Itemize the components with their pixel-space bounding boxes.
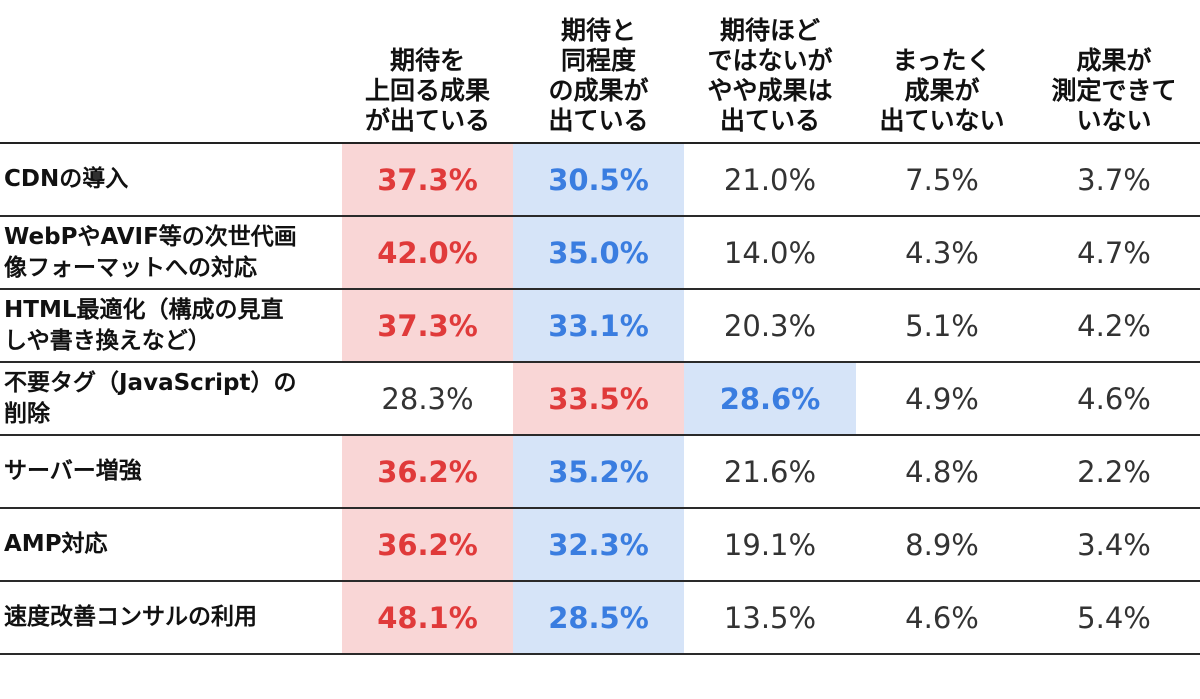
data-cell: 19.1% <box>684 508 856 582</box>
data-cell: 33.1% <box>513 289 684 363</box>
data-cell: 4.6% <box>856 581 1028 655</box>
data-cell: 35.2% <box>513 435 684 509</box>
data-cell: 21.6% <box>684 435 856 509</box>
data-cell: 4.9% <box>856 362 1028 436</box>
data-cell: 2.2% <box>1028 435 1200 509</box>
row-label: HTML最適化（構成の見直 しや書き換えなど） <box>0 289 342 363</box>
data-cell: 35.0% <box>513 216 684 290</box>
data-cell: 28.5% <box>513 581 684 655</box>
data-cell: 7.5% <box>856 143 1028 217</box>
header-row: 期待を 上回る成果 が出ている 期待と 同程度 の成果が 出ている 期待ほど で… <box>0 0 1200 144</box>
data-cell: 33.5% <box>513 362 684 436</box>
row-label: 不要タグ（JavaScript）の 削除 <box>0 362 342 436</box>
data-cell: 48.1% <box>342 581 513 655</box>
data-cell: 14.0% <box>684 216 856 290</box>
data-cell: 8.9% <box>856 508 1028 582</box>
table-body: CDNの導入 37.3% 30.5% 21.0% 7.5% 3.7% WebPや… <box>0 143 1200 655</box>
table-header: 期待を 上回る成果 が出ている 期待と 同程度 の成果が 出ている 期待ほど で… <box>0 0 1200 144</box>
data-cell: 30.5% <box>513 143 684 217</box>
table-row: CDNの導入 37.3% 30.5% 21.0% 7.5% 3.7% <box>0 143 1200 217</box>
data-cell: 4.8% <box>856 435 1028 509</box>
data-cell: 3.7% <box>1028 143 1200 217</box>
results-table: 期待を 上回る成果 が出ている 期待と 同程度 の成果が 出ている 期待ほど で… <box>0 0 1200 655</box>
data-cell: 5.1% <box>856 289 1028 363</box>
row-label: 速度改善コンサルの利用 <box>0 581 342 655</box>
data-cell: 32.3% <box>513 508 684 582</box>
row-label: CDNの導入 <box>0 143 342 217</box>
table-row: 速度改善コンサルの利用 48.1% 28.5% 13.5% 4.6% 5.4% <box>0 581 1200 655</box>
column-header: 期待と 同程度 の成果が 出ている <box>513 0 684 144</box>
column-header: 成果が 測定できて いない <box>1028 0 1200 144</box>
data-cell: 3.4% <box>1028 508 1200 582</box>
data-cell: 5.4% <box>1028 581 1200 655</box>
row-label: AMP対応 <box>0 508 342 582</box>
data-cell: 20.3% <box>684 289 856 363</box>
column-header: まったく 成果が 出ていない <box>856 0 1028 144</box>
data-cell: 21.0% <box>684 143 856 217</box>
column-header: 期待ほど ではないが やや成果は 出ている <box>684 0 856 144</box>
row-label: サーバー増強 <box>0 435 342 509</box>
data-cell: 28.3% <box>342 362 513 436</box>
header-corner <box>0 0 342 144</box>
data-cell: 13.5% <box>684 581 856 655</box>
table-row: 不要タグ（JavaScript）の 削除 28.3% 33.5% 28.6% 4… <box>0 362 1200 436</box>
data-cell: 37.3% <box>342 289 513 363</box>
table-row: サーバー増強 36.2% 35.2% 21.6% 4.8% 2.2% <box>0 435 1200 509</box>
column-header: 期待を 上回る成果 が出ている <box>342 0 513 144</box>
data-cell: 4.7% <box>1028 216 1200 290</box>
row-label: WebPやAVIF等の次世代画 像フォーマットへの対応 <box>0 216 342 290</box>
table-row: HTML最適化（構成の見直 しや書き換えなど） 37.3% 33.1% 20.3… <box>0 289 1200 363</box>
table-row: AMP対応 36.2% 32.3% 19.1% 8.9% 3.4% <box>0 508 1200 582</box>
data-cell: 36.2% <box>342 435 513 509</box>
data-cell: 37.3% <box>342 143 513 217</box>
data-cell: 36.2% <box>342 508 513 582</box>
data-cell: 28.6% <box>684 362 856 436</box>
data-cell: 4.6% <box>1028 362 1200 436</box>
data-cell: 4.2% <box>1028 289 1200 363</box>
data-cell: 42.0% <box>342 216 513 290</box>
data-cell: 4.3% <box>856 216 1028 290</box>
table-row: WebPやAVIF等の次世代画 像フォーマットへの対応 42.0% 35.0% … <box>0 216 1200 290</box>
